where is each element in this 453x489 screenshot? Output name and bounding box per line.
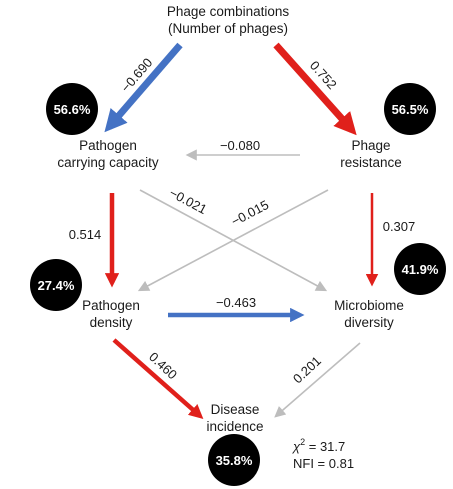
arrow-diversity-to-incidence xyxy=(274,342,361,418)
node-phage-combinations: Phage combinations (Number of phages) xyxy=(167,4,290,36)
coef-capacity-to-density: 0.514 xyxy=(69,227,102,242)
node-pathogen-density: Pathogen density xyxy=(82,298,140,330)
r2-value: 41.9% xyxy=(402,262,439,277)
r2-value: 56.5% xyxy=(392,102,429,117)
node-label-line: resistance xyxy=(340,155,402,170)
node-label-line: Microbiome xyxy=(334,298,404,313)
arrow-density-to-incidence xyxy=(112,338,204,419)
coef-diversity-to-incidence: 0.201 xyxy=(290,353,324,386)
coef-resistance-to-diversity: 0.307 xyxy=(383,219,416,234)
node-label-line: incidence xyxy=(206,419,263,434)
r2-badge-microbiome-diversity: 41.9% xyxy=(394,243,446,295)
node-disease-incidence: Disease incidence xyxy=(206,402,263,434)
r2-badge-pathogen-carrying-capacity: 56.6% xyxy=(46,83,98,135)
coef-density-to-incidence: 0.460 xyxy=(146,349,180,382)
node-label-line: diversity xyxy=(344,315,394,330)
node-label-line: (Number of phages) xyxy=(168,21,288,36)
node-phage-resistance: Phage resistance xyxy=(340,138,402,170)
r2-value: 56.6% xyxy=(54,102,91,117)
r2-badge-pathogen-density: 27.4% xyxy=(30,259,82,311)
chi-symbol: χ xyxy=(292,439,301,454)
node-label-line: Pathogen xyxy=(79,138,137,153)
coef-density-to-diversity: −0.463 xyxy=(216,295,256,310)
arrow-combos-to-capacity xyxy=(104,42,183,133)
r2-value: 27.4% xyxy=(38,278,75,293)
node-label-line: Disease xyxy=(211,402,260,417)
chi-value: = 31.7 xyxy=(305,439,345,454)
r2-value: 35.8% xyxy=(216,453,253,468)
node-label-line: Pathogen xyxy=(82,298,140,313)
node-microbiome-diversity: Microbiome diversity xyxy=(334,298,404,330)
r2-badge-phage-resistance: 56.5% xyxy=(384,83,436,135)
chi-square-stat: χ2 = 31.7 xyxy=(292,437,345,454)
arrow-combos-to-resistance xyxy=(273,42,357,136)
node-label-line: density xyxy=(90,315,133,330)
coef-resistance-to-capacity: −0.080 xyxy=(220,138,260,153)
chi-power: 2 xyxy=(300,437,305,447)
coef-capacity-to-diversity: −0.021 xyxy=(167,185,209,217)
r2-badge-disease-incidence: 35.8% xyxy=(208,434,260,486)
arrow-resistance-to-density xyxy=(137,189,329,292)
model-fit-stats: χ2 = 31.7 NFI = 0.81 xyxy=(292,437,354,471)
nfi-stat: NFI = 0.81 xyxy=(293,456,354,471)
node-label-line: Phage combinations xyxy=(167,4,290,19)
node-label-line: carrying capacity xyxy=(57,155,159,170)
node-label-line: Phage xyxy=(351,138,390,153)
node-pathogen-carrying-capacity: Pathogen carrying capacity xyxy=(57,138,159,170)
